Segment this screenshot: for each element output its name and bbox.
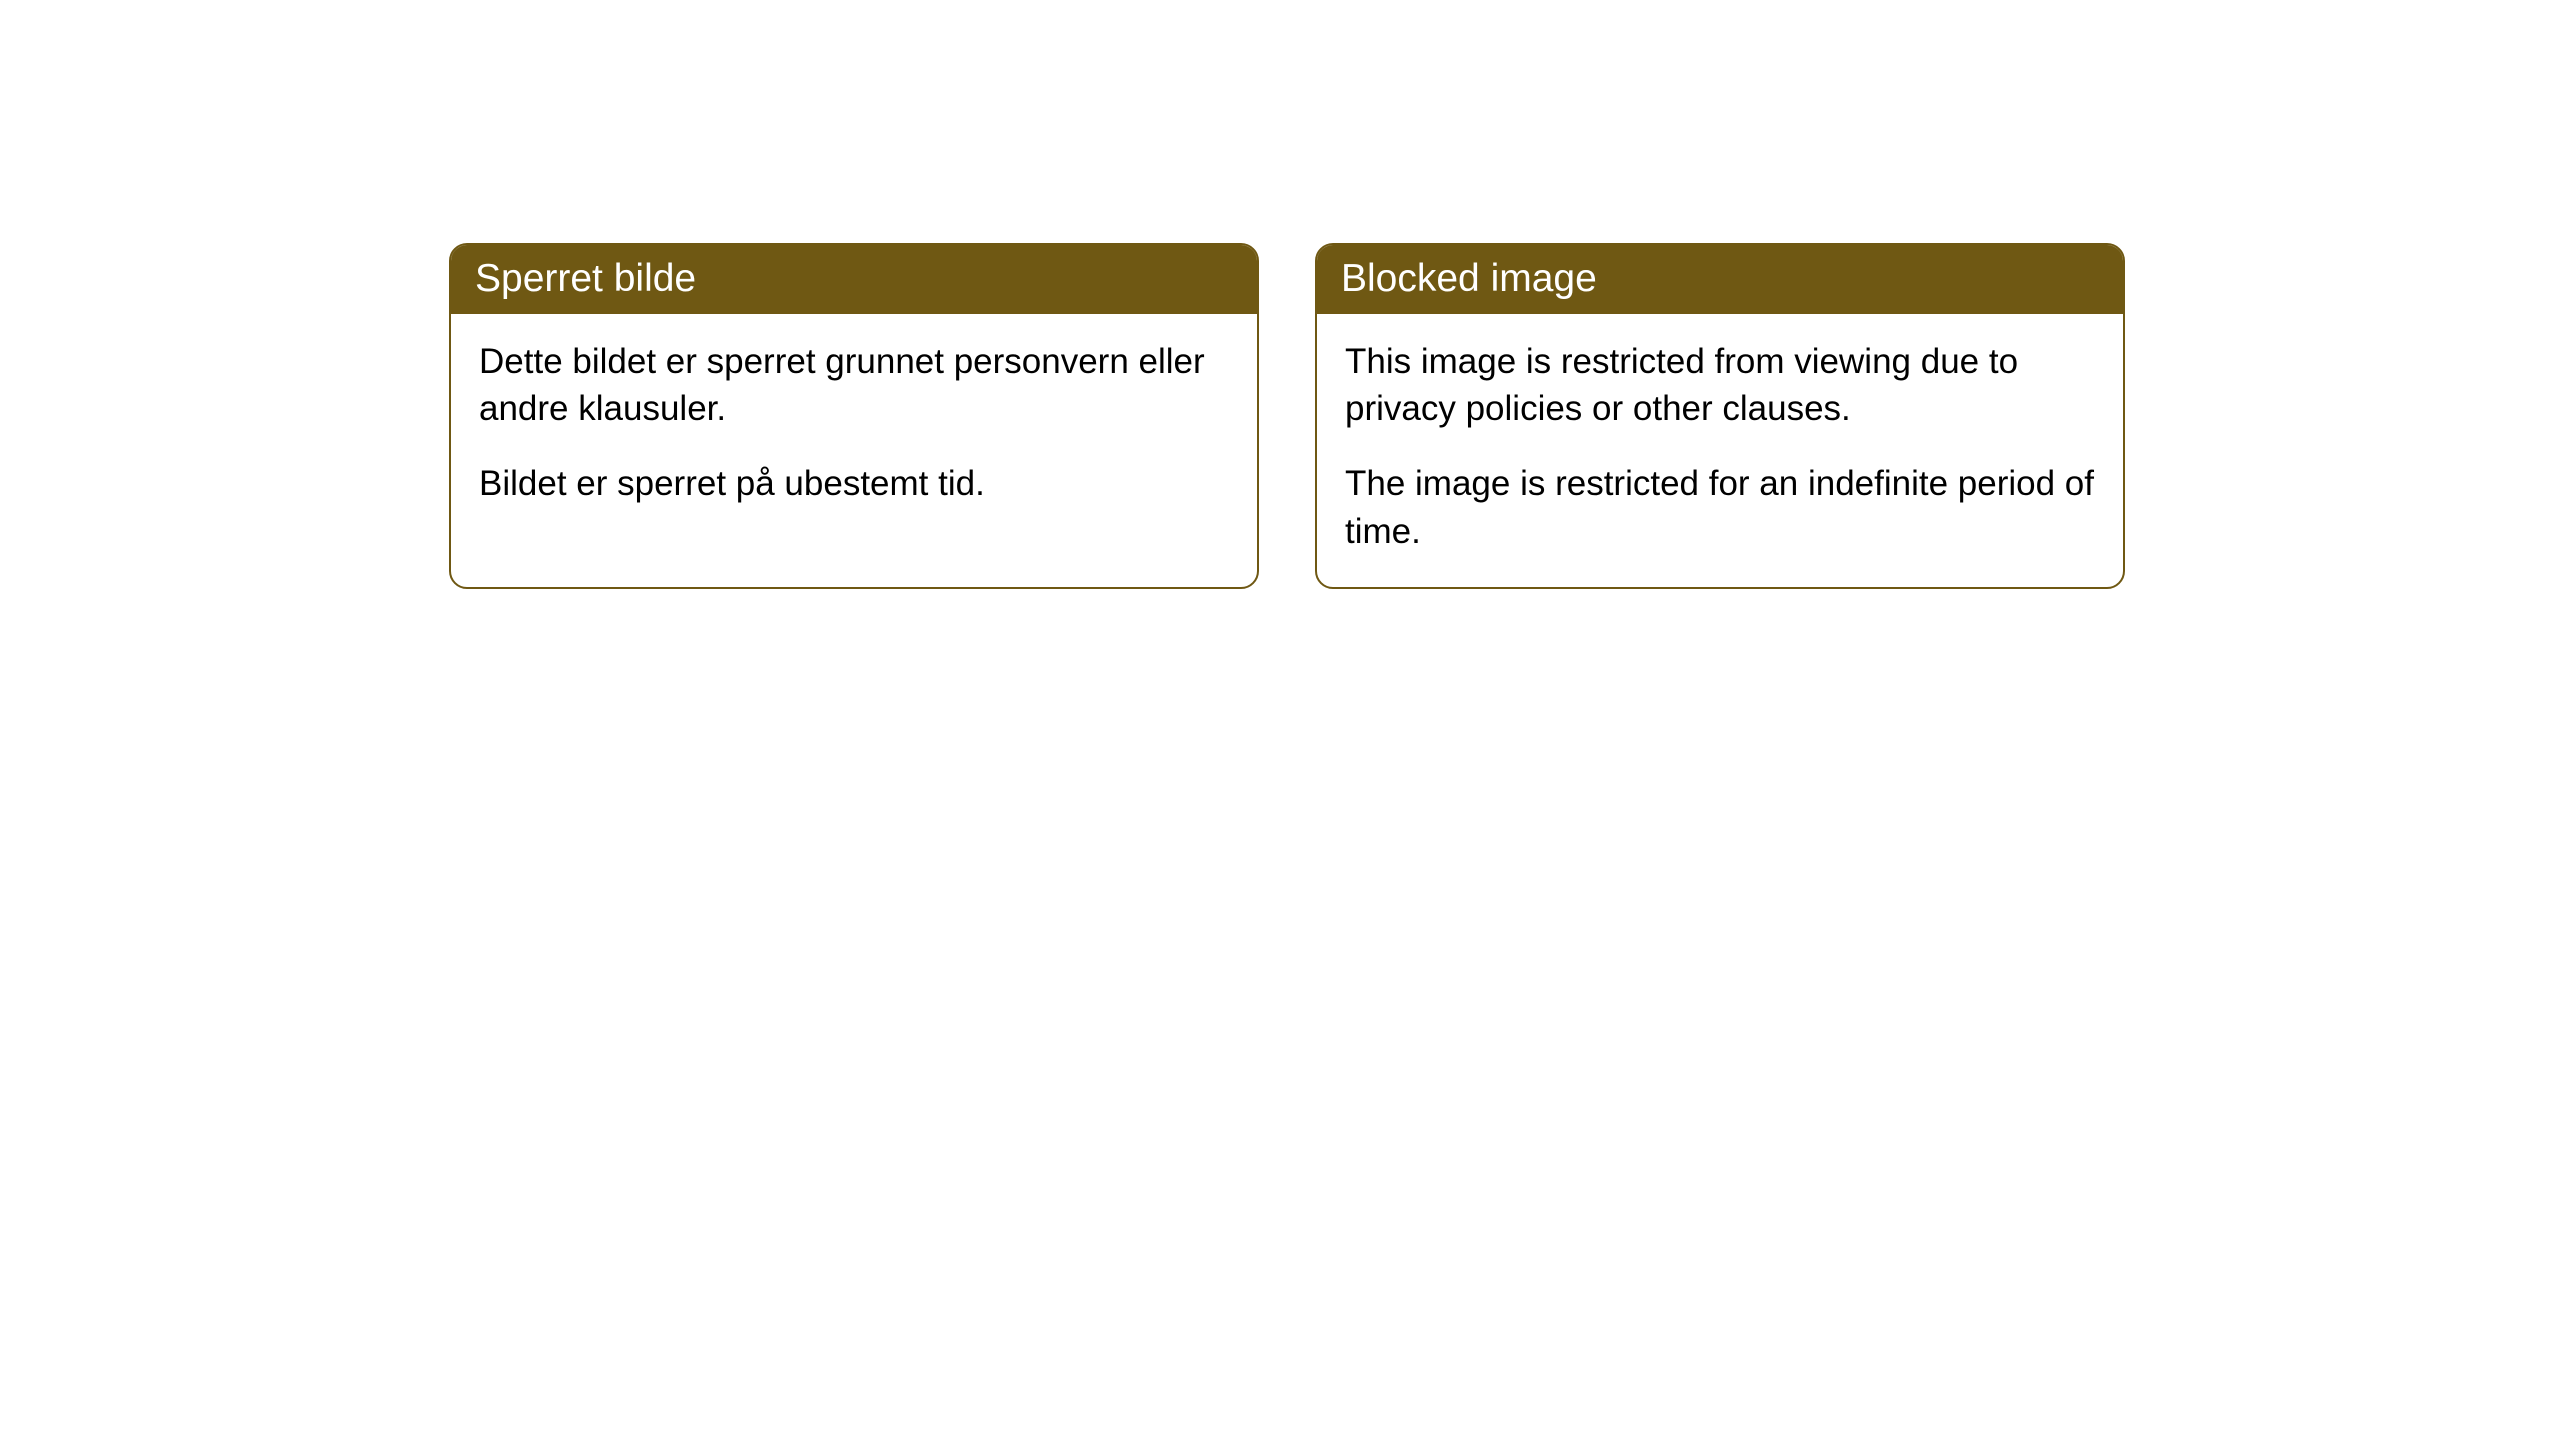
notice-card-title: Blocked image bbox=[1317, 245, 2123, 314]
notice-card-body: Dette bildet er sperret grunnet personve… bbox=[451, 314, 1257, 540]
notice-paragraph: The image is restricted for an indefinit… bbox=[1345, 460, 2095, 555]
notice-paragraph: This image is restricted from viewing du… bbox=[1345, 338, 2095, 433]
notice-container: Sperret bilde Dette bildet er sperret gr… bbox=[0, 0, 2560, 589]
notice-paragraph: Bildet er sperret på ubestemt tid. bbox=[479, 460, 1229, 507]
notice-paragraph: Dette bildet er sperret grunnet personve… bbox=[479, 338, 1229, 433]
notice-card-english: Blocked image This image is restricted f… bbox=[1315, 243, 2125, 589]
notice-card-norwegian: Sperret bilde Dette bildet er sperret gr… bbox=[449, 243, 1259, 589]
notice-card-body: This image is restricted from viewing du… bbox=[1317, 314, 2123, 587]
notice-card-title: Sperret bilde bbox=[451, 245, 1257, 314]
